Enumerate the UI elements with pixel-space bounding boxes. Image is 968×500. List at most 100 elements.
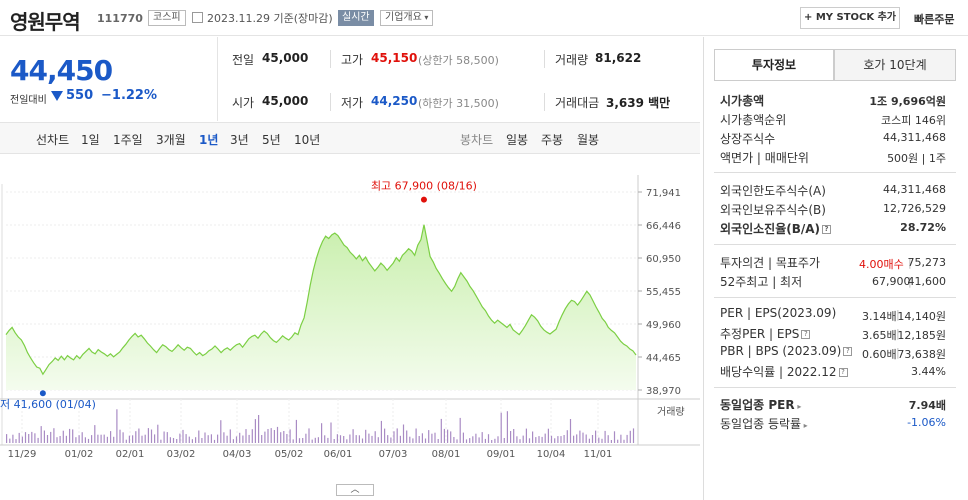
volume-bar <box>292 439 294 443</box>
volume-bar <box>576 434 578 443</box>
period-1w[interactable]: 1주일 <box>113 133 143 147</box>
volume-bar <box>497 436 499 443</box>
volume-bar <box>232 439 234 443</box>
volume-bar <box>390 437 392 443</box>
volume-bar <box>226 435 228 443</box>
volume-bar <box>525 428 527 443</box>
foreign-limit-label: 외국인한도주식수(A) <box>720 184 826 198</box>
candle-daily[interactable]: 일봉 <box>506 133 529 147</box>
candle-monthly[interactable]: 월봉 <box>577 133 600 147</box>
amount-label: 거래대금 <box>555 96 600 110</box>
volume-bar <box>179 433 181 443</box>
period-5y[interactable]: 5년 <box>262 133 281 147</box>
volume-bar <box>43 430 45 443</box>
high-value: 45,150 <box>371 51 418 65</box>
volume-bar <box>283 431 285 443</box>
volume-bar <box>72 429 74 443</box>
volume-bar <box>554 438 556 443</box>
period-10y[interactable]: 10년 <box>294 133 321 147</box>
corp-info-button[interactable]: 기업개요 ▾ <box>380 10 434 26</box>
volume-bar <box>453 437 455 443</box>
volume-bar <box>339 435 342 443</box>
divider: | <box>896 346 900 359</box>
volume-bar <box>415 428 417 443</box>
volume-bar <box>566 430 568 443</box>
help-icon[interactable]: ? <box>801 330 811 339</box>
volume-bar <box>437 439 439 443</box>
volume-bar <box>563 435 565 443</box>
help-icon[interactable]: ? <box>822 225 832 234</box>
market-cap-value: 1조 9,696억원 <box>869 95 946 108</box>
volume-bar <box>528 438 531 443</box>
volume-bar <box>78 435 80 443</box>
line-chart-label: 선차트 <box>36 133 70 147</box>
volume-bar <box>239 432 241 443</box>
low-value: 44,250 <box>371 94 418 108</box>
volume-bar <box>264 431 266 443</box>
volume-bar <box>374 431 376 443</box>
tab-orderbook[interactable]: 호가 10단계 <box>834 49 956 81</box>
volume-bar <box>273 430 275 443</box>
volume-bar <box>308 428 310 443</box>
volume-bar <box>424 438 427 443</box>
period-1d[interactable]: 1일 <box>81 133 100 147</box>
low-annotation: 최저 41,600 (01/04) <box>0 398 96 411</box>
quick-order-button[interactable]: 빠른주문 <box>914 13 955 26</box>
down-arrow-icon <box>51 91 63 101</box>
volume-bar <box>317 437 319 443</box>
low-marker <box>39 390 46 397</box>
volume-bar <box>116 409 118 443</box>
volume-bar <box>393 431 395 443</box>
x-tick-label: 11/29 <box>8 449 37 460</box>
volume-bar <box>409 436 411 443</box>
collapse-chart-button[interactable]: ︿ <box>336 484 374 496</box>
x-tick-label: 03/02 <box>167 449 196 460</box>
volume-bar <box>557 436 559 443</box>
change-label: 전일대비 <box>10 95 47 106</box>
per-value: 3.14배 <box>862 310 897 323</box>
divider <box>330 50 331 68</box>
volume-bar <box>62 430 64 443</box>
volume-bar <box>327 437 329 443</box>
period-3y[interactable]: 3년 <box>230 133 249 147</box>
opinion-label: 투자의견 | 목표주가 <box>720 256 820 270</box>
face-value-label: 액면가 | 매매단위 <box>720 151 809 165</box>
volume-bar <box>550 435 553 443</box>
tab-invest-info[interactable]: 투자정보 <box>714 49 834 81</box>
help-icon[interactable]: ? <box>838 368 848 377</box>
volume-bar <box>440 418 442 443</box>
prev-close-label: 전일 <box>232 53 255 67</box>
foreign-ratio-value: 28.72% <box>900 221 946 234</box>
realtime-button[interactable]: 실시간 <box>338 10 374 26</box>
volume-bar <box>617 439 619 443</box>
candle-weekly[interactable]: 주봉 <box>541 133 564 147</box>
add-mystock-button[interactable]: + MY STOCK 추가 <box>800 7 900 29</box>
volume-bar <box>245 429 247 443</box>
volume-bar <box>573 435 575 443</box>
open-value: 45,000 <box>262 94 309 108</box>
volume-bar <box>122 432 124 443</box>
x-tick-label: 10/04 <box>537 449 566 460</box>
quote-date: 2023.11.29 기준(장마감) <box>207 12 333 25</box>
volume-bar <box>295 419 297 443</box>
price-chart[interactable]: 71,941 66,446 60,950 55,455 49,960 44,465 38,9… <box>0 155 700 500</box>
eps-value: 14,140원 <box>897 310 946 323</box>
volume-bar <box>522 435 524 443</box>
lower-limit: (하한가 31,500) <box>418 97 499 110</box>
volume-bar <box>254 419 256 443</box>
period-3m[interactable]: 3개월 <box>156 133 186 147</box>
volume-bar <box>305 433 307 443</box>
volume-bar <box>210 434 212 443</box>
volume-bar <box>456 439 458 443</box>
period-1y[interactable]: 1년 <box>199 133 219 147</box>
volume-bar <box>298 438 301 443</box>
volume-bar <box>311 439 313 443</box>
volume-bar <box>361 438 364 443</box>
volume-bar <box>94 425 96 443</box>
volume-bar <box>176 439 178 443</box>
volume-legend: 거래량 <box>657 406 685 418</box>
volume-bar <box>387 435 389 443</box>
help-icon[interactable]: ? <box>843 347 853 356</box>
price-change: 550 <box>66 88 94 103</box>
stock-name: 영원무역 <box>10 10 81 34</box>
